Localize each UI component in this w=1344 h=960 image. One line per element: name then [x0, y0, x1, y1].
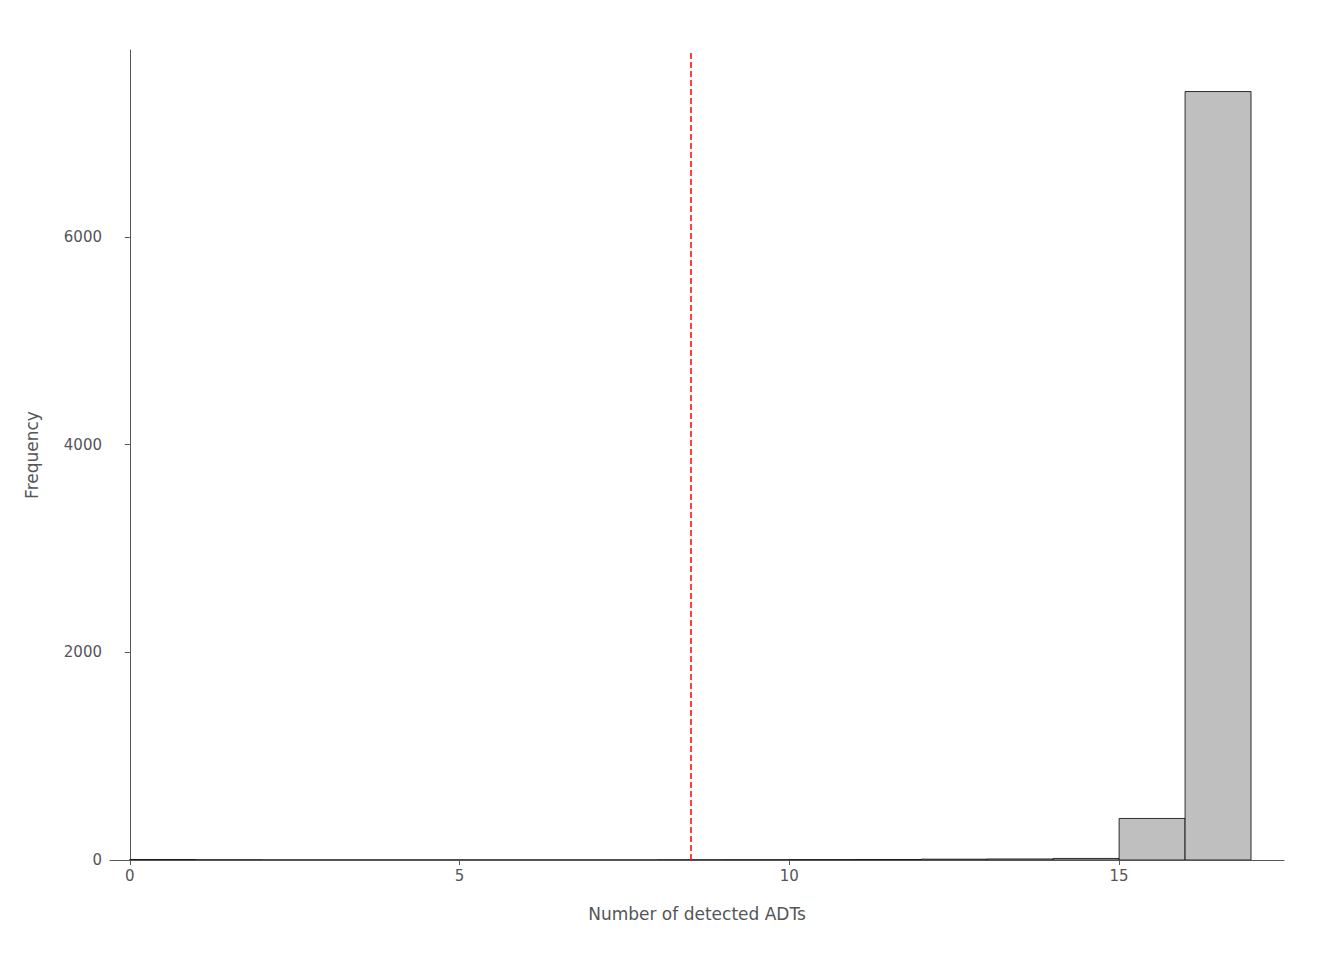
svg-text:Number of detected ADTs: Number of detected ADTs — [588, 904, 806, 924]
svg-text:Frequency: Frequency — [22, 411, 42, 499]
svg-text:0: 0 — [92, 851, 102, 869]
svg-text:0: 0 — [125, 867, 135, 885]
svg-text:5: 5 — [455, 867, 465, 885]
svg-text:4000: 4000 — [64, 436, 102, 454]
svg-text:15: 15 — [1110, 867, 1129, 885]
svg-text:10: 10 — [780, 867, 799, 885]
svg-text:2000: 2000 — [64, 643, 102, 661]
svg-text:6000: 6000 — [64, 228, 102, 246]
